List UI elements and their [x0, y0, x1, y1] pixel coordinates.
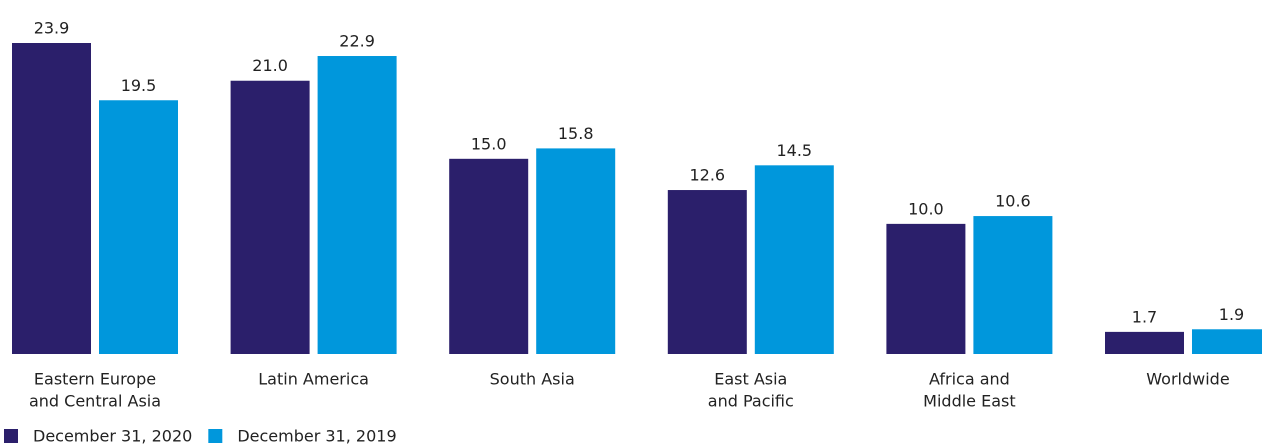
x-tick-label: Middle East — [923, 392, 1015, 411]
value-label: 14.5 — [776, 141, 812, 160]
value-label: 12.6 — [689, 166, 725, 185]
x-tick-label: Africa and — [929, 370, 1010, 389]
legend-label: December 31, 2019 — [237, 427, 396, 445]
x-tick-label: South Asia — [490, 370, 575, 389]
legend-label: December 31, 2020 — [33, 427, 192, 445]
x-tick-label: Eastern Europe — [34, 370, 156, 389]
bar — [99, 100, 178, 354]
bar — [536, 148, 616, 354]
value-label: 10.6 — [995, 192, 1031, 211]
bar — [886, 223, 966, 354]
value-label: 21.0 — [252, 56, 288, 75]
bar — [317, 56, 397, 355]
bar — [1192, 329, 1262, 354]
x-tick-label: East Asia — [714, 370, 787, 389]
value-label: 10.0 — [908, 199, 944, 218]
value-label: 1.9 — [1219, 305, 1244, 324]
bar — [449, 158, 529, 354]
bar — [12, 43, 91, 354]
legend-swatch — [4, 429, 18, 443]
x-tick-label: and Central Asia — [29, 392, 161, 411]
value-label: 1.7 — [1132, 307, 1157, 326]
x-tick-label: Worldwide — [1146, 370, 1229, 389]
bar — [667, 190, 747, 354]
value-label: 23.9 — [34, 19, 70, 38]
bar — [1105, 331, 1184, 354]
x-tick-label: Latin America — [258, 370, 369, 389]
value-label: 15.0 — [471, 134, 507, 153]
value-label: 22.9 — [339, 32, 375, 51]
bar — [754, 165, 834, 354]
x-tick-label: and Pacific — [708, 392, 794, 411]
value-label: 19.5 — [121, 76, 157, 95]
value-label: 15.8 — [558, 124, 594, 143]
legend-swatch — [208, 429, 223, 443]
bar — [973, 216, 1053, 354]
bar — [230, 80, 310, 355]
